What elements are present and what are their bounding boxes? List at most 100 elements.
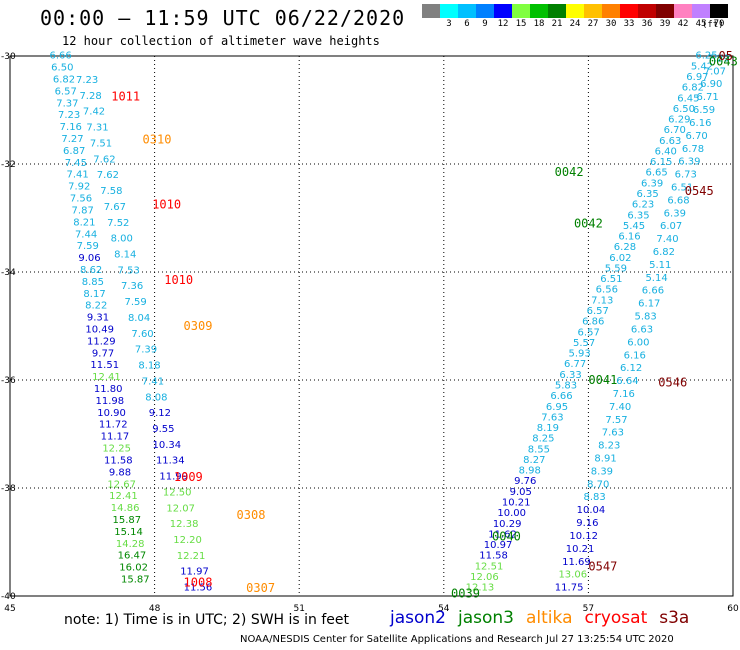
legend-entry-s3a: s3a <box>659 608 690 628</box>
swh-value-label: 5.14 <box>645 273 667 284</box>
y-tick-label: -36 <box>1 376 16 386</box>
swh-value-label: 6.51 <box>671 182 693 193</box>
color-scale-label: 24 <box>569 19 581 29</box>
swh-value-label: 7.16 <box>60 122 82 133</box>
swh-value-label: 11.17 <box>101 432 130 443</box>
swh-value-label: 6.73 <box>675 170 697 181</box>
swh-value-label: 12.41 <box>109 491 138 502</box>
swh-value-label: 8.91 <box>594 454 616 465</box>
pass-time-label: 0042 <box>574 216 603 230</box>
x-tick-label: 60 <box>727 604 739 614</box>
color-scale-label: 6 <box>464 19 470 29</box>
swh-value-label: 6.82 <box>682 83 704 94</box>
pass-time-label: 0307 <box>246 581 275 595</box>
color-scale-item: 42 <box>674 4 692 30</box>
swh-value-label: 10.00 <box>497 508 526 519</box>
pass-time-label: 0043 <box>709 54 738 68</box>
swh-value-label: 6.95 <box>546 402 568 413</box>
color-swatch <box>440 4 458 18</box>
swh-value-label: 5.42 <box>691 61 713 72</box>
swh-value-label: 8.14 <box>114 249 136 260</box>
pass-time-label: 1011 <box>111 90 140 104</box>
swh-value-label: 12.06 <box>470 572 499 583</box>
swh-value-label: 12.20 <box>173 535 202 546</box>
swh-value-label: 12.38 <box>170 519 199 530</box>
pass-time-label: 1009 <box>174 470 203 484</box>
pass-time-label: 0547 <box>588 559 617 573</box>
color-scale-item <box>422 4 440 30</box>
color-scale-item: 30 <box>602 4 620 30</box>
swh-value-label: 11.29 <box>87 336 116 347</box>
satellite-legend: jason2 jason3 altika cryosat s3a <box>390 608 689 628</box>
swh-value-label: 8.85 <box>82 277 104 288</box>
swh-value-label: 8.23 <box>598 441 620 452</box>
swh-value-label: 11.58 <box>479 551 508 562</box>
color-scale-label: 9 <box>482 19 488 29</box>
swh-value-label: 13.06 <box>558 570 587 581</box>
swh-value-label: 12.13 <box>466 583 495 594</box>
swh-value-label: 8.25 <box>532 434 554 445</box>
pass-time-label: 0039 <box>451 586 480 600</box>
swh-value-label: 10.49 <box>85 325 114 336</box>
color-scale-unit: (ft) <box>702 20 724 30</box>
swh-value-label: 6.33 <box>559 370 581 381</box>
swh-value-label: 7.60 <box>131 329 153 340</box>
color-scale-label: 45 <box>695 19 707 29</box>
swh-value-label: 6.16 <box>689 118 711 129</box>
swh-value-label: 8.17 <box>83 289 105 300</box>
swh-value-label: 10.29 <box>493 519 522 530</box>
color-swatch <box>530 4 548 18</box>
color-scale-item: 36 <box>638 4 656 30</box>
swh-value-label: 7.63 <box>602 428 624 439</box>
color-scale-label: 30 <box>605 19 617 29</box>
color-scale-item: 3 <box>440 4 458 30</box>
swh-value-label: 6.39 <box>678 157 700 168</box>
swh-value-label: 8.27 <box>523 455 545 466</box>
swh-value-label: 8.98 <box>519 466 541 477</box>
swh-value-label: 5.45 <box>623 221 645 232</box>
swh-value-label: 9.88 <box>109 467 131 478</box>
swh-value-label: 9.76 <box>514 476 536 487</box>
color-scale-label: 15 <box>515 19 527 29</box>
swh-value-label: 10.04 <box>577 505 606 516</box>
swh-value-label: 10.21 <box>502 497 531 508</box>
swh-value-label: 11.97 <box>180 567 209 578</box>
swh-value-label: 6.00 <box>627 337 649 348</box>
pass-time-label: 0041 <box>588 373 617 387</box>
swh-value-label: 7.58 <box>100 186 122 197</box>
swh-value-label: 6.39 <box>664 208 686 219</box>
swh-value-label: 5.11 <box>649 260 671 271</box>
color-scale-item: 21 <box>548 4 566 30</box>
swh-value-label: 6.66 <box>550 391 572 402</box>
color-scale-label: 18 <box>533 19 545 29</box>
swh-value-label: 6.02 <box>609 253 631 264</box>
color-swatch <box>458 4 476 18</box>
swh-value-label: 5.83 <box>635 312 657 323</box>
color-swatch <box>512 4 530 18</box>
swh-value-label: 11.98 <box>96 396 125 407</box>
swh-value-label: 6.70 <box>664 125 686 136</box>
swh-value-label: 7.63 <box>541 412 563 423</box>
swh-value-label: 8.21 <box>73 217 95 228</box>
swh-value-label: 7.52 <box>107 218 129 229</box>
swh-value-label: 10.21 <box>566 544 595 555</box>
color-swatch <box>710 4 728 18</box>
swh-value-label: 6.66 <box>642 286 664 297</box>
color-scale-label: 42 <box>677 19 689 29</box>
pass-time-label: 0040 <box>492 530 521 544</box>
swh-value-label: 6.17 <box>638 299 660 310</box>
page-title: 00:00 – 11:59 UTC 06/22/2020 <box>40 6 406 30</box>
color-scale-label: 39 <box>659 19 671 29</box>
y-tick-label: -38 <box>1 484 16 494</box>
swh-value-label: 12.25 <box>102 444 131 455</box>
swh-value-label: 11.75 <box>555 583 584 594</box>
color-scale-item: 18 <box>530 4 548 30</box>
swh-value-label: 9.06 <box>78 253 100 264</box>
color-scale-label: 36 <box>641 19 653 29</box>
swh-value-label: 9.16 <box>576 518 598 529</box>
swh-value-label: 6.29 <box>668 115 690 126</box>
swh-value-label: 11.62 <box>488 529 517 540</box>
swh-value-label: 6.71 <box>696 92 718 103</box>
swh-value-label: 6.57 <box>55 86 77 97</box>
swh-value-label: 6.57 <box>587 306 609 317</box>
